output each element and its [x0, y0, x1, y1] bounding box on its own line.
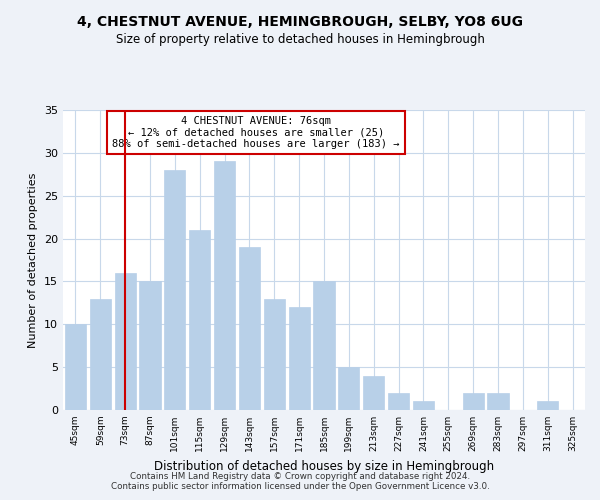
Bar: [264, 298, 285, 410]
Bar: [537, 402, 558, 410]
Text: Size of property relative to detached houses in Hemingbrough: Size of property relative to detached ho…: [116, 32, 484, 46]
Bar: [363, 376, 384, 410]
Bar: [338, 367, 359, 410]
Bar: [487, 393, 509, 410]
Bar: [139, 282, 161, 410]
Text: 4, CHESTNUT AVENUE, HEMINGBROUGH, SELBY, YO8 6UG: 4, CHESTNUT AVENUE, HEMINGBROUGH, SELBY,…: [77, 15, 523, 29]
Bar: [239, 247, 260, 410]
Y-axis label: Number of detached properties: Number of detached properties: [28, 172, 38, 348]
Bar: [189, 230, 210, 410]
Bar: [214, 162, 235, 410]
Bar: [115, 273, 136, 410]
Text: Contains public sector information licensed under the Open Government Licence v3: Contains public sector information licen…: [110, 482, 490, 491]
X-axis label: Distribution of detached houses by size in Hemingbrough: Distribution of detached houses by size …: [154, 460, 494, 472]
Bar: [463, 393, 484, 410]
Bar: [313, 282, 335, 410]
Bar: [65, 324, 86, 410]
Text: 4 CHESTNUT AVENUE: 76sqm
← 12% of detached houses are smaller (25)
88% of semi-d: 4 CHESTNUT AVENUE: 76sqm ← 12% of detach…: [112, 116, 400, 149]
Bar: [388, 393, 409, 410]
Bar: [413, 402, 434, 410]
Bar: [164, 170, 185, 410]
Bar: [289, 307, 310, 410]
Bar: [90, 298, 111, 410]
Text: Contains HM Land Registry data © Crown copyright and database right 2024.: Contains HM Land Registry data © Crown c…: [130, 472, 470, 481]
